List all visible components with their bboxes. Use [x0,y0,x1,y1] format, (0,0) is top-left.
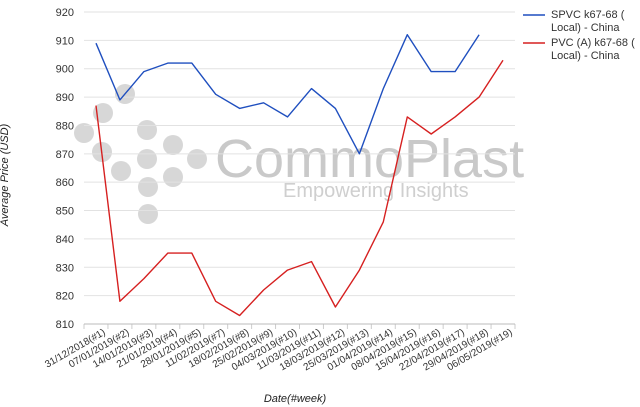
y-axis-ticks: 810 820 830 840 850 860 870 880 890 900 910 920 [56,7,74,331]
y-tick-label: 870 [56,149,74,161]
x-axis-ticks: 31/12/2018(#1)07/01/2019(#2)14/01/2019(#… [43,327,514,373]
y-tick-label: 830 [56,262,74,274]
y-tick-label: 880 [56,120,74,132]
y-tick-label: 920 [56,7,74,19]
y-axis-label: Average Price (USD) [0,123,11,227]
watermark-dot [138,204,158,224]
legend-label: SPVC k67-68 ( [551,9,625,21]
legend-label: PVC (A) k67-68 ( [551,37,635,49]
y-tick-label: 910 [56,35,74,47]
y-tick-label: 810 [56,319,74,331]
legend-label: Local) - China [551,22,620,34]
watermark-dot [111,161,131,181]
watermark-brand: CommoPlast [215,129,524,189]
watermark-dot [137,120,157,140]
watermark-tagline: Empowering Insights [283,180,469,202]
gridlines [83,11,516,329]
series-lines [95,34,504,317]
y-tick-label: 860 [56,177,74,189]
y-tick-label: 890 [56,92,74,104]
legend-label: Local) - China [551,50,620,62]
y-tick-label: 820 [56,291,74,303]
x-axis-label: Date(#week) [264,393,327,405]
y-tick-label: 900 [56,64,74,76]
watermark-dot [74,123,94,143]
watermark-dot [163,135,183,155]
watermark-dot [187,149,207,169]
watermark-dot [137,149,157,169]
series-line-1 [95,34,480,155]
watermark-dot [138,177,158,197]
y-tick-label: 850 [56,206,74,218]
watermark-dot [163,167,183,187]
series-line-2 [95,59,504,317]
y-tick-label: 840 [56,234,74,246]
